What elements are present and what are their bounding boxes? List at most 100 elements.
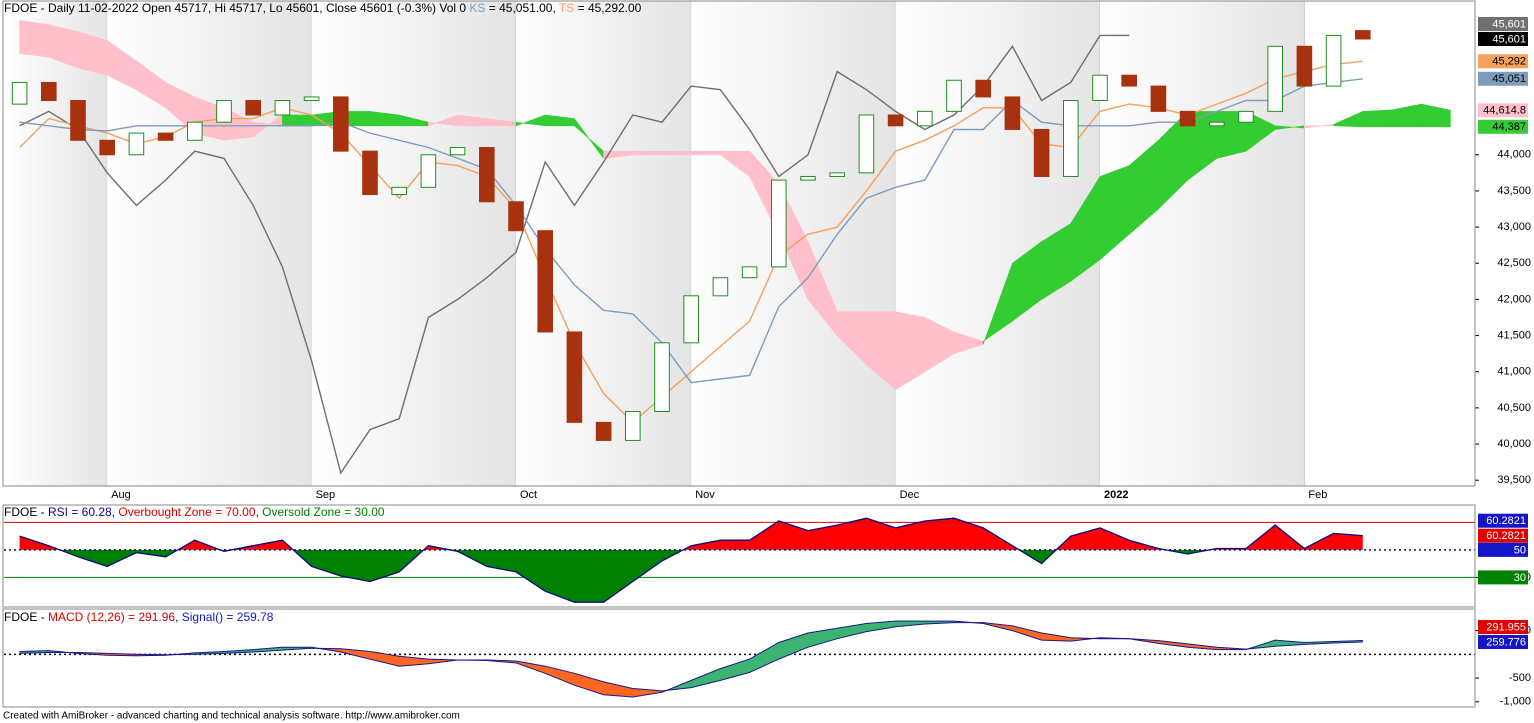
- candle: [479, 147, 495, 203]
- month-shade: [311, 1, 516, 486]
- rsi-fill: [19, 549, 1363, 603]
- price-label-box: [1478, 620, 1528, 635]
- price-label-box: [1478, 31, 1528, 46]
- candle: [1355, 30, 1371, 40]
- title-part: ,: [112, 505, 119, 519]
- macd-line: [19, 622, 1363, 692]
- candle: [1209, 121, 1225, 127]
- price-label: 45,601: [1492, 18, 1526, 30]
- rsi-pane-frame: [2, 504, 1476, 608]
- y-tick-label: 42,000: [1497, 293, 1531, 305]
- price-label-box: [1478, 103, 1528, 118]
- candle: [1150, 85, 1167, 112]
- candle: [625, 411, 641, 441]
- candle: [683, 295, 700, 344]
- cloud: [19, 19, 50, 58]
- y-tick-label: 40,000: [1497, 438, 1531, 450]
- price-label-box: [1478, 71, 1528, 86]
- price-label-box: [1478, 54, 1528, 69]
- cloud: [1362, 109, 1393, 128]
- title-part: ,: [256, 505, 263, 519]
- price-label-box: [1478, 513, 1528, 528]
- price-label: 259.776: [1486, 636, 1526, 648]
- title-part: RSI = 60.28: [48, 505, 112, 519]
- indicator-line: [19, 34, 1130, 475]
- candle: [1296, 45, 1313, 87]
- candle: [566, 331, 583, 423]
- candle: [1121, 74, 1138, 87]
- price-label: 60.2821: [1486, 530, 1526, 542]
- candle: [41, 81, 57, 102]
- title-part: Oversold Zone = 30.00: [262, 505, 385, 519]
- candle: [829, 172, 846, 177]
- pane-title: FDOE - Daily 11-02-2022 Open 45717, Hi 4…: [4, 1, 642, 15]
- y-tick-label: 41,000: [1497, 366, 1531, 378]
- candle: [1063, 100, 1079, 177]
- y-tick-label: -500: [1509, 672, 1531, 684]
- main-pane-frame: [2, 0, 1476, 487]
- candle: [274, 100, 291, 116]
- price-label: 45,601: [1492, 33, 1526, 45]
- candle: [712, 277, 729, 297]
- cloud: [661, 150, 692, 156]
- candle: [99, 139, 116, 156]
- price-label: 50: [1514, 544, 1526, 556]
- cloud: [282, 114, 312, 127]
- price-label-box: [1478, 119, 1528, 134]
- x-tick-label: 2022: [1104, 489, 1128, 501]
- price-label-box: [1478, 542, 1528, 557]
- price-label: 30: [1514, 572, 1526, 584]
- price-label: 60.2821: [1486, 515, 1526, 527]
- price-label: 45,051: [1492, 73, 1526, 85]
- candle: [449, 147, 466, 156]
- candle: [508, 201, 524, 232]
- price-label: 44,614.8: [1483, 105, 1526, 117]
- title-part: FDOE -: [4, 610, 48, 624]
- title-part: = 45,292.00: [574, 1, 641, 15]
- title-part: ,: [175, 610, 182, 624]
- candle: [595, 421, 612, 441]
- candle: [654, 342, 670, 413]
- candle: [420, 154, 437, 188]
- title-part: FDOE -: [4, 505, 48, 519]
- pane-title: FDOE - RSI = 60.28, Overbought Zone = 70…: [4, 505, 385, 519]
- price-label-box: [1478, 16, 1528, 31]
- candle: [303, 96, 320, 102]
- candle: [946, 79, 962, 112]
- title-part: Overbought Zone = 70.00: [118, 505, 255, 519]
- x-tick-label: Nov: [695, 489, 715, 501]
- candle: [391, 186, 407, 196]
- y-tick-label: 39,500: [1497, 474, 1531, 486]
- candle: [887, 114, 904, 127]
- title-part: Signal() = 259.78: [182, 610, 274, 624]
- candle: [245, 100, 261, 116]
- candle: [1267, 45, 1284, 112]
- x-tick-label: Aug: [111, 489, 131, 501]
- cloud: [632, 150, 663, 156]
- price-label: 44,387: [1492, 121, 1526, 133]
- footer: Created with AmiBroker - advanced charti…: [3, 711, 460, 722]
- pane-title: FDOE - MACD (12,26) = 291.96, Signal() =…: [4, 610, 274, 624]
- x-tick-label: Dec: [900, 489, 920, 501]
- cloud: [1420, 103, 1451, 128]
- candle: [741, 266, 758, 279]
- candle: [70, 100, 86, 141]
- candle: [362, 150, 378, 196]
- title-part: MACD (12,26) = 291.96: [48, 610, 175, 624]
- price-label-box: [1478, 528, 1528, 543]
- candle: [157, 132, 174, 141]
- rsi-line: [19, 517, 1363, 603]
- month-shade: [5, 1, 108, 486]
- macd-line: [19, 620, 1363, 698]
- title-part: = 45,051.00,: [485, 1, 559, 15]
- y-tick-label: 41,500: [1497, 329, 1531, 341]
- rsi-fill: [19, 518, 1363, 550]
- candle: [128, 132, 145, 156]
- price-label: 291.955: [1486, 621, 1526, 633]
- cloud: [690, 150, 721, 156]
- candle: [1179, 110, 1196, 127]
- candle: [187, 121, 203, 141]
- background-layer: [5, 1, 1305, 486]
